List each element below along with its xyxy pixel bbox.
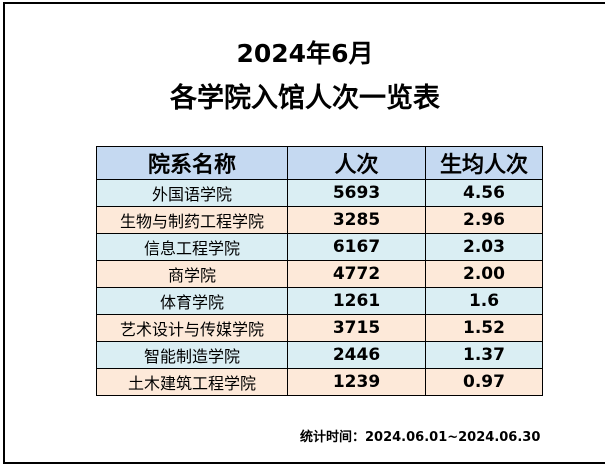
- cell-college: 艺术设计与传媒学院: [96, 314, 288, 342]
- cell-college: 智能制造学院: [96, 341, 288, 369]
- title-date: 2024年6月: [236, 39, 374, 68]
- table-row: 智能制造学院 2446 1.37: [96, 341, 543, 369]
- header-visits: 人次: [287, 146, 426, 180]
- cell-college: 外国语学院: [96, 179, 288, 207]
- table-row: 信息工程学院 6167 2.03: [96, 233, 543, 261]
- cell-per-student: 0.97: [425, 368, 543, 396]
- cell-visits: 4772: [287, 260, 426, 288]
- cell-visits: 1239: [287, 368, 426, 396]
- cell-visits: 2446: [287, 341, 426, 369]
- cell-college: 商学院: [96, 260, 288, 288]
- cell-per-student: 4.56: [425, 179, 543, 207]
- table-row: 土木建筑工程学院 1239 0.97: [96, 368, 543, 396]
- cell-per-student: 2.00: [425, 260, 543, 288]
- cell-visits: 3285: [287, 206, 426, 234]
- stat-period: 统计时间：2024.06.01~2024.06.30: [300, 430, 541, 445]
- header-college: 院系名称: [96, 146, 288, 180]
- cell-per-student: 2.03: [425, 233, 543, 261]
- cell-college: 生物与制药工程学院: [96, 206, 288, 234]
- cell-visits: 6167: [287, 233, 426, 261]
- cell-college: 土木建筑工程学院: [96, 368, 288, 396]
- cell-college: 信息工程学院: [96, 233, 288, 261]
- table-row: 体育学院 1261 1.6: [96, 287, 543, 315]
- cell-per-student: 1.6: [425, 287, 543, 315]
- visits-table: 院系名称 人次 生均人次 外国语学院 5693 4.56 生物与制药工程学院 3285 2…: [96, 146, 543, 396]
- header-per-student: 生均人次: [425, 146, 543, 180]
- cell-visits: 5693: [287, 179, 426, 207]
- cell-per-student: 2.96: [425, 206, 543, 234]
- cell-per-student: 1.37: [425, 341, 543, 369]
- cell-college: 体育学院: [96, 287, 288, 315]
- table-header-row: 院系名称 人次 生均人次: [96, 146, 543, 180]
- cell-per-student: 1.52: [425, 314, 543, 342]
- table-row: 商学院 4772 2.00: [96, 260, 543, 288]
- table-row: 艺术设计与传媒学院 3715 1.52: [96, 314, 543, 342]
- table-row: 外国语学院 5693 4.56: [96, 179, 543, 207]
- cell-visits: 1261: [287, 287, 426, 315]
- page-title: 各学院入馆人次一览表: [170, 83, 440, 114]
- cell-visits: 3715: [287, 314, 426, 342]
- page-frame: [3, 2, 605, 464]
- table-row: 生物与制药工程学院 3285 2.96: [96, 206, 543, 234]
